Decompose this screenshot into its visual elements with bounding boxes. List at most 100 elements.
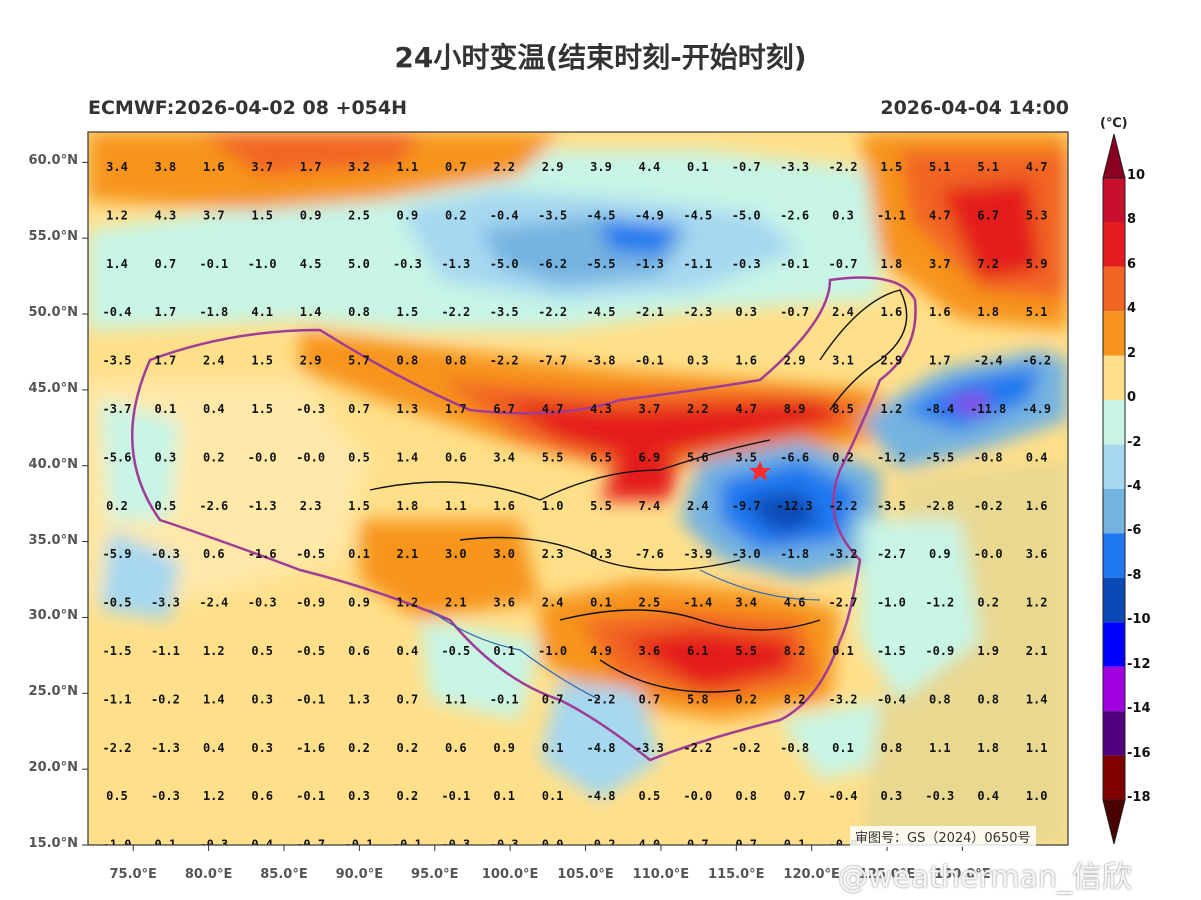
grid-value: -0.1 xyxy=(780,257,809,271)
grid-value: 3.7 xyxy=(203,208,225,222)
grid-value: 0.7 xyxy=(348,402,370,416)
colorbar-tick-label: 10 xyxy=(1127,168,1146,183)
lon-tick-label: 95.0°E xyxy=(411,867,459,882)
grid-value: 1.3 xyxy=(348,692,370,706)
grid-value: -6.2 xyxy=(538,257,567,271)
lat-tick-label: 20.0°N xyxy=(28,760,78,776)
grid-value: 0.5 xyxy=(639,789,661,803)
grid-value: 0.8 xyxy=(977,692,999,706)
grid-value: -3.3 xyxy=(151,596,180,610)
colorbar-tick-label: 6 xyxy=(1127,256,1137,272)
grid-value: -0.1 xyxy=(345,838,374,852)
grid-value: -9.7 xyxy=(732,499,761,513)
grid-value: -0.4 xyxy=(829,789,858,803)
ne-province-borders xyxy=(819,289,908,411)
lon-tick-label: 85.0°E xyxy=(260,867,308,882)
grid-value: 4.4 xyxy=(639,160,661,174)
grid-value: -0.2 xyxy=(151,692,180,706)
valid-time-label: 2026-04-04 14:00 xyxy=(880,97,1069,119)
grid-value: 1.6 xyxy=(493,499,515,513)
grid-value: 0.8 xyxy=(735,789,757,803)
colorbar-segment xyxy=(1103,489,1125,534)
lon-tick-label: 90.0°E xyxy=(335,867,384,882)
colorbar-unit-label: (℃) xyxy=(1100,116,1128,131)
grid-value: 0.8 xyxy=(881,741,903,755)
grid-value: -3.3 xyxy=(780,160,809,174)
grid-value: -1.0 xyxy=(248,257,277,271)
colorbar-segment xyxy=(1103,222,1125,267)
grid-value: 2.3 xyxy=(542,547,564,561)
grid-value: 1.7 xyxy=(155,305,177,319)
grid-value: 5.1 xyxy=(929,160,951,174)
grid-value: 0.2 xyxy=(735,692,757,706)
colorbar-segment xyxy=(1103,711,1125,756)
grid-value: -0.0 xyxy=(974,547,1003,561)
colorbar-tick-label: -8 xyxy=(1127,567,1142,583)
grid-value: 1.6 xyxy=(1026,499,1048,513)
grid-value: 4.7 xyxy=(929,208,951,222)
grid-value: 0.1 xyxy=(542,741,564,755)
grid-value: 0.5 xyxy=(106,789,128,803)
grid-value: -5.6 xyxy=(103,450,132,464)
grid-value: -5.5 xyxy=(925,450,954,464)
grid-value: -0.7 xyxy=(829,257,858,271)
grid-value: -0.5 xyxy=(296,644,325,658)
grid-value: 5.6 xyxy=(687,450,709,464)
grid-value: -2.1 xyxy=(635,305,664,319)
temperature-field: 3.4 3.8 1.6 3.7 1.7 3.2 1.1 0.7 2.2 2.9 3.9 4.4 0.1 -… xyxy=(88,132,1068,852)
grid-value: -3.8 xyxy=(587,354,616,368)
grid-value: -0.1 xyxy=(490,692,519,706)
lat-tick-label: 50.0°N xyxy=(28,305,78,321)
national-border xyxy=(130,276,917,762)
grid-value: -1.0 xyxy=(538,644,567,658)
grid-value: -1.0 xyxy=(877,596,906,610)
grid-value: -0.9 xyxy=(296,596,325,610)
grid-value: 1.7 xyxy=(445,402,467,416)
grid-value: 6.9 xyxy=(639,450,661,464)
colorbar-tick-label: 4 xyxy=(1127,301,1137,317)
grid-value: 0.2 xyxy=(348,741,370,755)
lat-tick-label: 55.0°N xyxy=(28,229,78,245)
grid-value: 3.7 xyxy=(251,160,273,174)
colorbar-tick-label: -4 xyxy=(1127,479,1142,494)
grid-value: 4.7 xyxy=(1026,160,1048,174)
grid-value: 0.1 xyxy=(155,838,177,852)
grid-value: -4.9 xyxy=(1022,402,1051,416)
grid-value: -0.2 xyxy=(587,838,616,852)
grid-value: 4.7 xyxy=(735,402,757,416)
grid-value: -0.3 xyxy=(441,838,470,852)
grid-value: 0.2 xyxy=(832,450,854,464)
grid-value: 1.2 xyxy=(397,596,419,610)
grid-value: -1.8 xyxy=(199,305,228,319)
grid-value: -1.0 xyxy=(103,838,132,852)
grid-value: 2.9 xyxy=(784,354,806,368)
grid-value: -2.7 xyxy=(877,547,906,561)
grid-value: 0.7 xyxy=(397,692,419,706)
grid-value: 1.8 xyxy=(977,305,999,319)
grid-value: 3.4 xyxy=(493,450,515,464)
grid-value: -1.3 xyxy=(441,257,470,271)
grid-value: 0.1 xyxy=(832,741,854,755)
grid-value: 7.4 xyxy=(639,499,661,513)
grid-value: 0.4 xyxy=(1026,450,1048,464)
grid-value: 3.1 xyxy=(832,354,854,368)
grid-value: 2.1 xyxy=(397,547,419,561)
grid-value: 4.0 xyxy=(639,838,661,852)
grid-value: 0.0 xyxy=(542,838,564,852)
grid-value: 8.2 xyxy=(784,644,806,658)
grid-value: 0.6 xyxy=(203,547,225,561)
grid-value: 7.2 xyxy=(977,257,999,271)
grid-value: -5.0 xyxy=(490,257,519,271)
grid-value: 3.2 xyxy=(348,160,370,174)
map-approval-number: 审图号：GS（2024）0650号 xyxy=(850,826,1036,847)
colorbar-segment xyxy=(1103,666,1125,712)
grid-value: -0.7 xyxy=(732,160,761,174)
grid-value: -0.5 xyxy=(296,547,325,561)
grid-value: 6.1 xyxy=(687,644,709,658)
grid-value: 1.1 xyxy=(1026,741,1048,755)
grid-value: 0.3 xyxy=(590,547,612,561)
grid-value: -3.5 xyxy=(490,305,519,319)
grid-value: 3.7 xyxy=(929,257,951,271)
grid-value: -0.3 xyxy=(732,257,761,271)
